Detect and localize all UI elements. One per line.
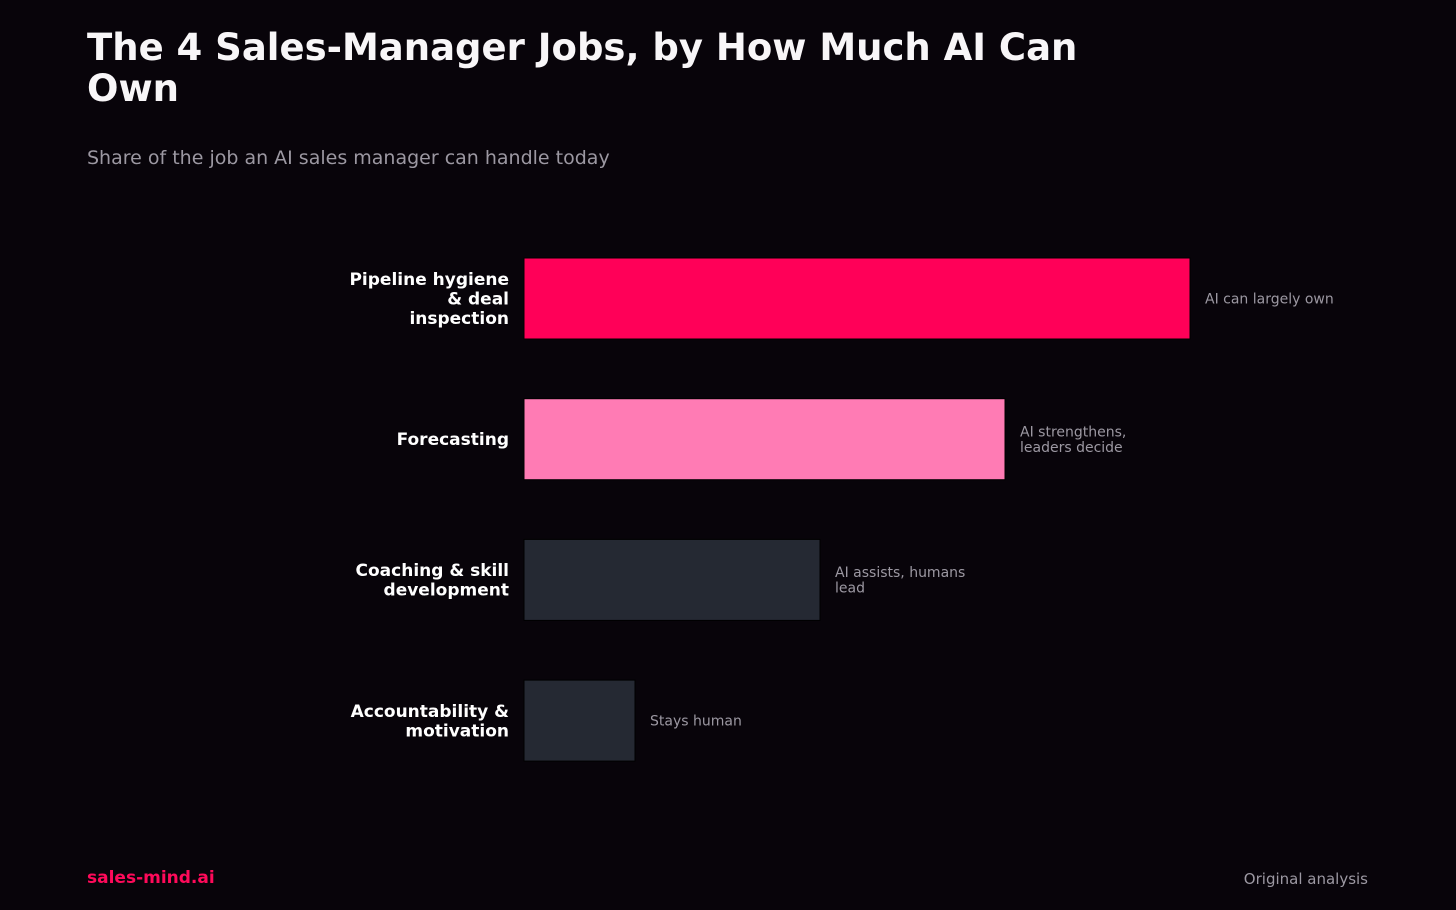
chart-subtitle: Share of the job an AI sales manager can… [87, 147, 610, 169]
bar-2 [523, 538, 821, 621]
category-label-1: Forecasting [397, 430, 509, 450]
brand-label: sales-mind.ai [87, 868, 215, 888]
annotation-label-1: AI strengthens, leaders decide [1020, 424, 1126, 456]
category-label-3: Accountability & motivation [351, 702, 510, 742]
source-label: Original analysis [1243, 870, 1368, 888]
chart-title: The 4 Sales-Manager Jobs, by How Much AI… [87, 26, 1078, 110]
bar-1 [523, 398, 1006, 481]
annotation-label-2: AI assists, humans lead [835, 565, 965, 597]
bar-0 [523, 257, 1191, 340]
annotation-label-0: AI can largely own [1205, 292, 1334, 308]
bar-3 [523, 679, 636, 762]
annotation-label-3: Stays human [650, 714, 742, 730]
category-label-2: Coaching & skill development [356, 561, 509, 601]
category-label-0: Pipeline hygiene & deal inspection [349, 270, 509, 329]
